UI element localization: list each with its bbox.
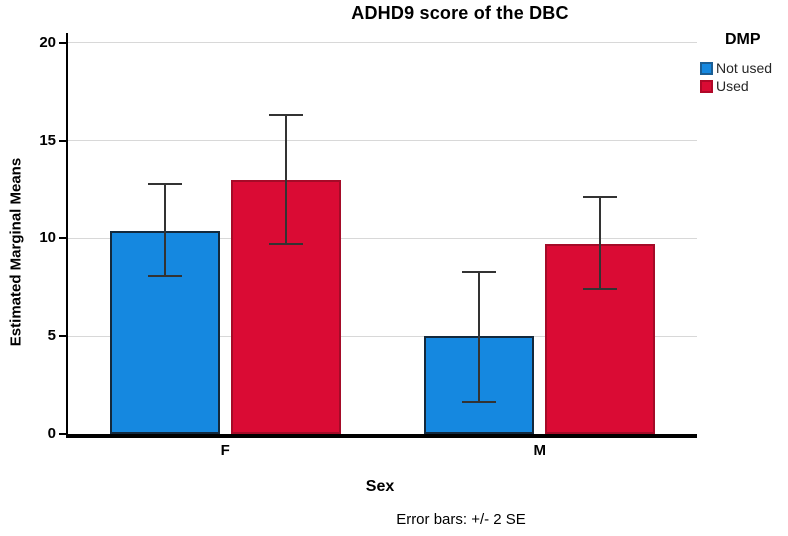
legend-item-used: Used: [700, 78, 772, 94]
x-axis-category-label-f: F: [220, 442, 230, 459]
legend-item-label: Used: [716, 78, 749, 94]
error-bar-footnote: Error bars: +/- 2 SE: [396, 511, 526, 528]
bar-m-used: [545, 244, 656, 434]
y-axis-line: [66, 33, 68, 438]
gridline-15: [68, 140, 697, 142]
error-bar-f-used: [284, 115, 287, 245]
gridline-5: [68, 335, 697, 337]
legend-title: DMP: [725, 31, 761, 48]
legend-item-label: Not used: [716, 60, 773, 76]
error-bar-m-not-used: [478, 271, 481, 402]
y-axis-tick-label-15: 15: [39, 131, 56, 149]
error-bar-f-not-used-top-cap: [147, 182, 182, 185]
legend: DMP Not used Used: [700, 31, 772, 96]
legend-items: Not used Used: [700, 60, 772, 94]
error-bar-f-used-top-cap: [268, 114, 303, 117]
gridline-20: [68, 42, 697, 44]
error-bar-f-not-used: [163, 183, 166, 276]
x-axis-category-label-m: M: [533, 442, 547, 459]
legend-swatch-not-used: [700, 61, 713, 75]
error-bar-m-not-used-top-cap: [462, 270, 497, 273]
y-axis-tick-5: [59, 335, 66, 338]
y-axis-tick-15: [59, 139, 66, 142]
legend-item-not-used: Not used: [700, 60, 772, 76]
error-bar-m-used-top-cap: [583, 196, 618, 199]
y-axis-tick-10: [59, 237, 66, 240]
gridline-10: [68, 237, 697, 239]
y-axis-tick-label-20: 20: [39, 33, 56, 51]
y-axis-title: Estimated Marginal Means: [7, 157, 25, 347]
error-bar-f-used-bottom-cap: [268, 243, 303, 246]
error-bar-m-used-bottom-cap: [583, 288, 618, 291]
error-bar-f-not-used-bottom-cap: [147, 274, 182, 277]
y-axis-tick-label-10: 10: [39, 229, 56, 247]
x-axis-line: [66, 433, 697, 438]
y-axis-tick-label-5: 5: [47, 327, 56, 345]
x-axis-title: Sex: [365, 478, 395, 495]
y-axis-tick-0: [59, 433, 66, 435]
y-axis-tick-label-0: 0: [47, 425, 56, 442]
legend-swatch-used: [700, 79, 713, 93]
error-bar-m-used: [599, 197, 602, 290]
y-axis-tick-20: [59, 41, 66, 44]
chart-title: ADHD9 score of the DBC: [351, 3, 569, 23]
error-bar-m-not-used-bottom-cap: [462, 400, 497, 403]
